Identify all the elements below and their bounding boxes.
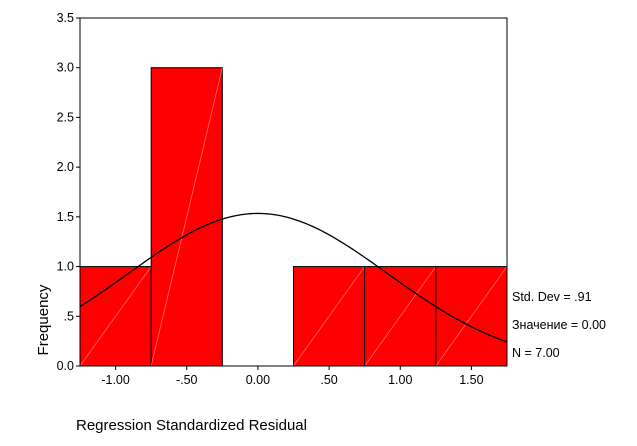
histogram-bar: [364, 266, 437, 367]
y-axis: 0.0 .5 1.0 1.5 2.0 2.5 3.0 3.5: [57, 11, 80, 373]
y-tick-label: .5: [64, 309, 74, 323]
n-label: N = 7.00: [512, 346, 560, 360]
y-tick-label: 1.5: [57, 210, 74, 224]
histogram-bar: [150, 67, 223, 367]
plot-frame: [79, 17, 508, 367]
bars-layer: [79, 67, 508, 367]
mean-label: Значение = 0.00: [512, 318, 606, 332]
y-tick-label: 2.5: [57, 110, 74, 124]
y-axis-title: Frequency: [35, 284, 52, 355]
x-tick-label: 1.00: [388, 373, 412, 387]
x-tick-label: .50: [320, 373, 337, 387]
histogram-bar: [79, 266, 152, 367]
x-tick-label: 0.00: [246, 373, 270, 387]
normal-curve: [79, 212, 508, 343]
y-tick-label: 3.5: [57, 11, 74, 25]
std-dev-label: Std. Dev = .91: [512, 290, 592, 304]
x-tick-label: -1.00: [101, 373, 130, 387]
x-tick-label: 1.50: [459, 373, 483, 387]
x-axis: -1.00 -.50 0.00 .50 1.00 1.50: [101, 366, 484, 387]
y-tick-label: 2.0: [57, 160, 74, 174]
y-tick-label: 0.0: [57, 359, 74, 373]
x-axis-title: Regression Standardized Residual: [76, 417, 307, 434]
y-tick-label: 1.0: [57, 260, 74, 274]
histogram-bar: [293, 266, 366, 367]
x-tick-label: -.50: [176, 373, 198, 387]
histogram-bar: [435, 266, 508, 367]
y-tick-label: 3.0: [57, 61, 74, 75]
